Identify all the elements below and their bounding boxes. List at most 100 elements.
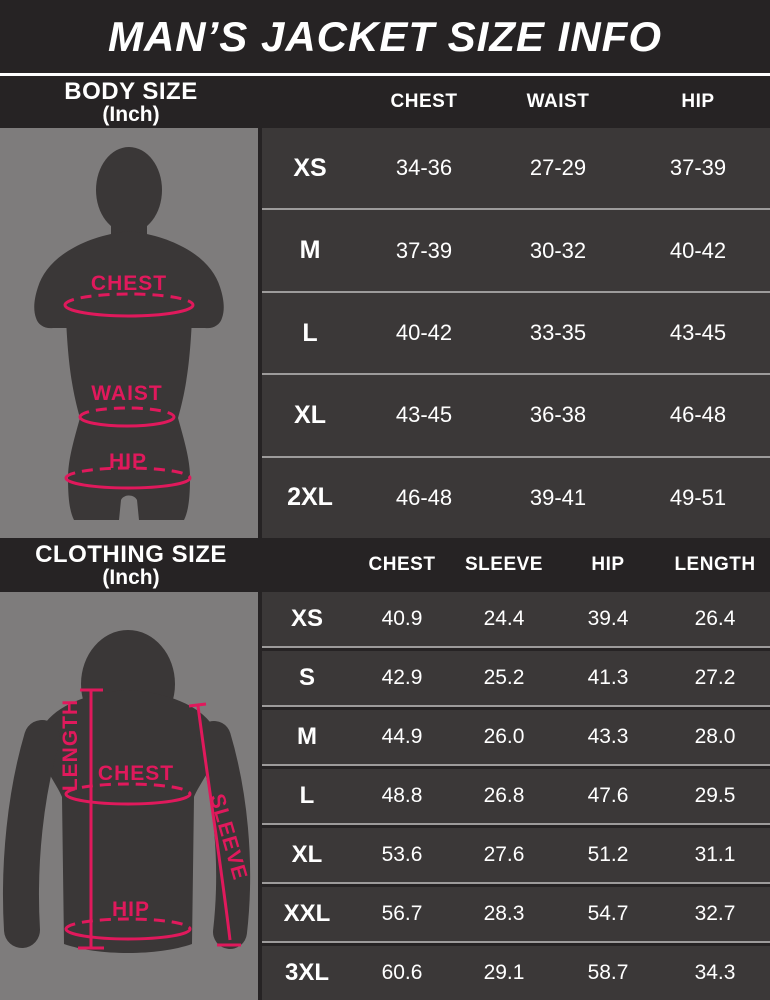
clothing-size-section: LENGTH CHEST SLEEVE HIP XS 40.9 24.4 39.… <box>0 592 770 1000</box>
size-cell: XL <box>291 841 323 868</box>
table-row: XXL 56.7 28.3 54.7 32.7 <box>262 887 770 941</box>
chest-cell: 40.9 <box>381 607 423 630</box>
hip-cell: 41.3 <box>587 666 629 689</box>
body-chest-ellipse-solid <box>63 304 195 318</box>
row-divider <box>262 764 770 766</box>
body-waist-label: WAIST <box>91 382 163 405</box>
clothing-size-title-line2: (Inch) <box>102 565 160 589</box>
chest-cell: 53.6 <box>381 843 423 866</box>
body-size-table: XS 34-36 27-29 37-39 M 37-39 30-32 40-42… <box>262 128 770 539</box>
sleeve-cell: 27.6 <box>483 843 525 866</box>
sleeve-cell: 28.3 <box>483 902 525 925</box>
row-divider <box>262 646 770 648</box>
row-divider <box>262 455 770 458</box>
table-row: 3XL 60.6 29.1 58.7 34.3 <box>262 946 770 1000</box>
waist-cell: 36-38 <box>529 402 587 428</box>
body-shoulders-shape <box>34 231 224 329</box>
row-divider <box>262 208 770 211</box>
size-cell: XL <box>294 400 326 429</box>
jacket-left-sleeve-shape <box>3 720 60 948</box>
hip-cell: 37-39 <box>669 155 727 181</box>
table-row: XS 34-36 27-29 37-39 <box>262 128 770 209</box>
clothing-size-title-line1: CLOTHING SIZE <box>35 540 227 568</box>
row-divider <box>262 373 770 376</box>
length-cell: 31.1 <box>694 843 736 866</box>
jacket-length-label: LENGTH <box>59 699 82 791</box>
body-waist-ellipse-dashed <box>78 406 176 418</box>
hip-cell: 46-48 <box>669 402 727 428</box>
length-cell: 28.0 <box>694 725 736 748</box>
chest-cell: 48.8 <box>381 784 423 807</box>
waist-cell: 33-35 <box>529 320 587 346</box>
body-chest-ellipse-dashed <box>63 292 195 306</box>
length-cell: 29.5 <box>694 784 736 807</box>
chest-cell: 60.6 <box>381 961 423 984</box>
page-title: MAN’S JACKET SIZE INFO <box>107 12 663 60</box>
body-hip-ellipse-dashed <box>64 466 192 479</box>
waist-cell: 27-29 <box>529 155 587 181</box>
body-size-title-line2: (Inch) <box>102 102 160 126</box>
chest-cell: 43-45 <box>395 402 453 428</box>
body-hip-ellipse-solid <box>64 477 192 490</box>
row-divider <box>262 941 770 943</box>
length-cell: 26.4 <box>694 607 736 630</box>
sleeve-line-top-cap <box>188 702 207 708</box>
sleeve-cell: 24.4 <box>483 607 525 630</box>
clothing-size-table: XS 40.9 24.4 39.4 26.4 S 42.9 25.2 41.3 … <box>262 592 770 1000</box>
table-row: L 40-42 33-35 43-45 <box>262 292 770 374</box>
size-cell: XXL <box>283 900 331 927</box>
hip-cell: 58.7 <box>587 961 629 984</box>
chest-cell: 37-39 <box>395 237 453 263</box>
table-row: 2XL 46-48 39-41 49-51 <box>262 457 770 539</box>
body-size-section: CHEST WAIST HIP XS 34-36 27-29 37-39 M <box>0 128 770 539</box>
body-size-section-title: BODY SIZE (Inch) <box>0 76 262 128</box>
table-row: M 37-39 30-32 40-42 <box>262 210 770 291</box>
jacket-chest-label: CHEST <box>98 762 174 785</box>
column-header-waist: WAIST <box>526 91 590 112</box>
body-chest-label: CHEST <box>91 272 167 295</box>
body-size-title-line1: BODY SIZE <box>64 77 198 105</box>
chest-cell: 46-48 <box>395 484 453 510</box>
table-row: XL 53.6 27.6 51.2 31.1 <box>262 828 770 882</box>
table-row: XL 43-45 36-38 46-48 <box>262 375 770 456</box>
column-header-chest: CHEST <box>390 91 458 112</box>
size-cell: M <box>299 236 321 265</box>
hip-cell: 43-45 <box>669 320 727 346</box>
size-cell: 2XL <box>287 483 333 512</box>
column-header-length: LENGTH <box>674 554 756 575</box>
body-measurement-diagram: CHEST WAIST HIP <box>34 147 224 520</box>
jacket-chest-ellipse-solid <box>64 793 192 806</box>
hip-cell: 40-42 <box>669 237 727 263</box>
column-header-hip: HIP <box>591 554 625 575</box>
jacket-measurement-diagram: LENGTH CHEST SLEEVE HIP <box>3 630 252 953</box>
size-cell: L <box>299 782 315 809</box>
waist-cell: 39-41 <box>529 484 587 510</box>
chest-cell: 34-36 <box>395 155 453 181</box>
clothing-size-section-title: CLOTHING SIZE (Inch) <box>0 538 262 592</box>
chest-cell: 42.9 <box>381 666 423 689</box>
size-cell: XS <box>290 605 323 632</box>
waist-cell: 30-32 <box>529 237 587 263</box>
chest-cell: 56.7 <box>381 902 423 925</box>
sleeve-cell: 25.2 <box>483 666 525 689</box>
jacket-hip-ellipse-solid <box>64 928 192 941</box>
table-row: L 48.8 26.8 47.6 29.5 <box>262 769 770 823</box>
body-waist-ellipse-solid <box>78 416 176 428</box>
jacket-hip-label: HIP <box>112 898 150 921</box>
column-header-sleeve: SLEEVE <box>465 554 543 575</box>
length-cell: 32.7 <box>694 902 736 925</box>
jacket-hip-ellipse-dashed <box>64 917 192 930</box>
title-bar: MAN’S JACKET SIZE INFO <box>0 0 770 73</box>
table-row: M 44.9 26.0 43.3 28.0 <box>262 710 770 764</box>
table-row: S 42.9 25.2 41.3 27.2 <box>262 651 770 705</box>
sleeve-cell: 29.1 <box>483 961 525 984</box>
row-divider <box>262 823 770 825</box>
body-diagram-panel: CHEST WAIST HIP <box>0 128 258 538</box>
jacket-diagram-panel: LENGTH CHEST SLEEVE HIP <box>0 592 258 1000</box>
hip-cell: 51.2 <box>587 843 629 866</box>
size-cell: XS <box>293 153 327 182</box>
sleeve-cell: 26.0 <box>483 725 525 748</box>
length-cell: 34.3 <box>694 961 736 984</box>
hip-cell: 43.3 <box>587 725 629 748</box>
chest-cell: 44.9 <box>381 725 423 748</box>
